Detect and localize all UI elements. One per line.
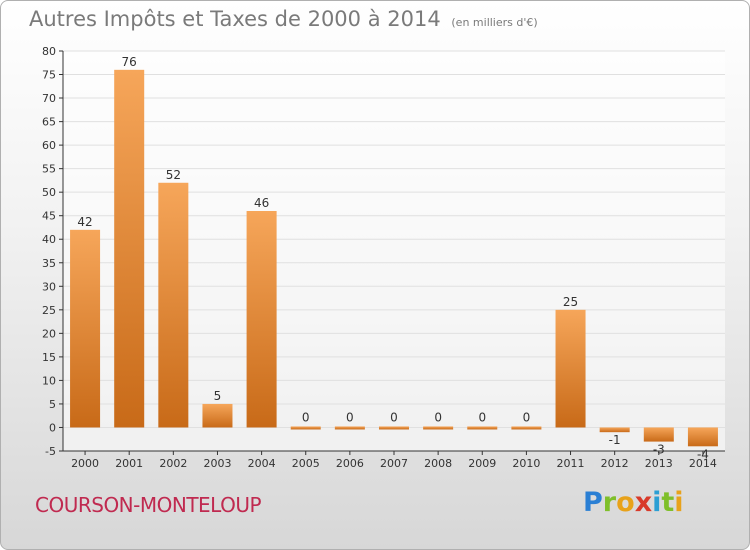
value-label: 52 [166,168,181,182]
bar-2002 [158,182,189,428]
value-label: 0 [390,410,398,424]
logo-letter: r [602,487,617,518]
logo-letter: i [674,487,684,518]
x-tick-label: 2000 [71,457,99,470]
bar-chart: -505101520253035404550556065707580422000… [42,45,725,470]
bar-2011 [555,309,586,428]
x-tick-label: 2007 [380,457,408,470]
value-label: 76 [122,55,137,69]
value-label: 0 [434,410,442,424]
bar-2004 [246,211,277,428]
x-tick-label: 2006 [336,457,364,470]
bar-2010 [511,426,542,430]
bar-2006 [334,426,365,430]
y-tick-label: 35 [42,257,56,270]
value-label: 46 [254,196,269,210]
bar-2012 [599,427,630,433]
logo-letter: P [583,487,603,518]
logo-letter: o [616,487,635,518]
y-tick-label: 5 [49,398,56,411]
y-tick-label: 15 [42,351,56,364]
x-tick-label: 2005 [292,457,320,470]
value-label: 0 [346,410,354,424]
proxiti-logo: Proxiti [583,487,684,518]
y-tick-label: 75 [42,69,56,82]
y-tick-label: -5 [45,445,56,458]
x-tick-label: 2012 [601,457,629,470]
y-tick-label: 30 [42,280,56,293]
bar-2009 [467,426,498,430]
x-tick-label: 2009 [468,457,496,470]
bar-2001 [114,69,145,428]
value-label: -1 [609,433,621,447]
value-label: 0 [523,410,531,424]
chart-title: Autres Impôts et Taxes de 2000 à 2014 (e… [29,7,538,31]
y-tick-label: 55 [42,163,56,176]
bar-2003 [202,403,233,428]
y-tick-label: 60 [42,139,56,152]
bar-2005 [290,426,321,430]
y-tick-label: 0 [49,421,56,434]
y-tick-label: 45 [42,210,56,223]
y-tick-label: 20 [42,327,56,340]
y-tick-label: 40 [42,233,56,246]
x-tick-label: 2014 [689,457,717,470]
bar-2000 [70,229,101,428]
value-label: 25 [563,295,578,309]
y-tick-label: 80 [42,45,56,58]
bar-2014 [687,427,718,447]
bar-2008 [423,426,454,430]
logo-letter: t [661,487,675,518]
logo-letter: i [652,487,662,518]
value-label: 5 [214,389,222,403]
bar-2007 [378,426,410,430]
x-tick-label: 2001 [115,457,143,470]
title-unit: (en milliers d'€) [451,16,538,29]
y-tick-label: 50 [42,186,56,199]
y-tick-label: 70 [42,92,56,105]
bar-2013 [643,427,674,442]
x-tick-label: 2011 [557,457,585,470]
value-label: 42 [77,215,92,229]
title-text: Autres Impôts et Taxes de 2000 à 2014 [29,7,441,31]
x-tick-label: 2008 [424,457,452,470]
x-tick-label: 2003 [203,457,231,470]
y-tick-label: 65 [42,116,56,129]
value-label: 0 [478,410,486,424]
y-tick-label: 25 [42,304,56,317]
y-tick-label: 10 [42,374,56,387]
value-label: 0 [302,410,310,424]
logo-letter: x [634,487,653,518]
commune-name: COURSON-MONTELOUP [35,493,262,517]
x-tick-label: 2010 [512,457,540,470]
x-tick-label: 2004 [248,457,276,470]
x-tick-label: 2013 [645,457,673,470]
value-label: -3 [653,443,665,457]
x-tick-label: 2002 [159,457,187,470]
